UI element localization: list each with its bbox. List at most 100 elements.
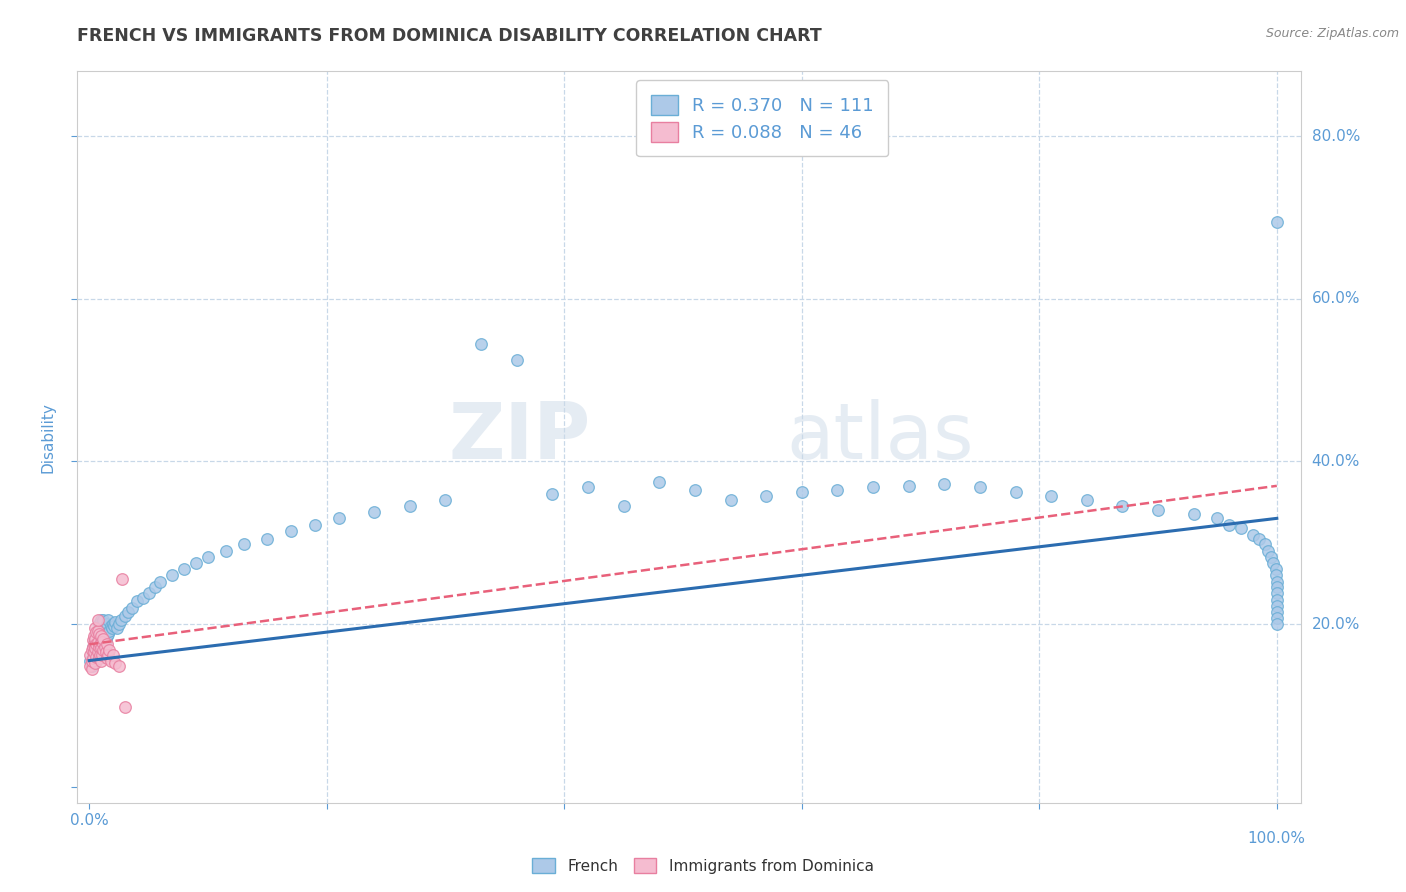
Point (1265, 581, 1288, 595)
Point (93, 637, 115, 651)
Legend: French, Immigrants from Dominica: French, Immigrants from Dominica (526, 852, 880, 880)
Point (121, 600, 143, 615)
Point (862, 480, 884, 494)
Point (84, 621, 107, 635)
Text: Source: ZipAtlas.com: Source: ZipAtlas.com (1265, 27, 1399, 40)
Point (506, 352, 529, 367)
Point (84, 651, 107, 665)
Point (83, 645, 105, 659)
Point (111, 572, 134, 586)
Point (100, 618, 122, 632)
Point (101, 648, 124, 662)
Point (93, 643, 115, 657)
Point (97, 648, 120, 662)
Point (1257, 544, 1279, 558)
Point (90, 624, 112, 638)
Point (363, 505, 385, 519)
Point (470, 336, 492, 351)
Point (96, 617, 118, 632)
Point (87, 651, 110, 665)
Point (82, 651, 104, 665)
Point (90, 613, 112, 627)
Point (1265, 617, 1288, 632)
Point (100, 654, 122, 668)
Point (1230, 521, 1253, 535)
Point (80, 662, 103, 676)
Point (104, 656, 127, 670)
Point (101, 617, 124, 632)
Point (399, 499, 422, 513)
Point (86, 645, 108, 659)
Text: 40.0%: 40.0% (1312, 454, 1360, 469)
Point (173, 562, 195, 576)
Text: 20.0%: 20.0% (1312, 616, 1360, 632)
Point (328, 511, 350, 525)
Point (1265, 592, 1288, 607)
Point (89, 621, 111, 635)
Point (1206, 511, 1229, 525)
Point (83, 637, 105, 651)
Point (86, 637, 108, 651)
Point (86, 625, 108, 640)
Point (114, 699, 136, 714)
Point (83, 635, 105, 649)
Point (108, 659, 131, 673)
Point (790, 485, 813, 500)
Point (1218, 517, 1240, 532)
Point (86, 624, 108, 638)
Point (1040, 489, 1063, 503)
Point (105, 621, 128, 635)
Point (1265, 574, 1288, 589)
Point (110, 613, 132, 627)
Point (87, 640, 110, 654)
Point (197, 550, 219, 565)
Point (1264, 568, 1286, 582)
Point (79, 648, 101, 662)
Point (86, 635, 108, 649)
Point (256, 532, 278, 546)
Point (1147, 503, 1170, 517)
Point (89, 648, 111, 662)
Point (162, 568, 184, 582)
Point (934, 477, 956, 491)
Point (96, 637, 118, 651)
Point (83, 629, 105, 643)
Point (87, 617, 110, 632)
Point (1254, 537, 1277, 551)
Point (90, 637, 112, 651)
Point (93, 640, 115, 654)
Point (280, 524, 302, 538)
Point (90, 641, 112, 656)
Point (82, 640, 104, 654)
Point (97, 613, 120, 627)
Point (184, 556, 207, 570)
Point (82, 640, 104, 654)
Point (87, 651, 110, 665)
Point (1265, 599, 1288, 614)
Point (89, 637, 111, 651)
Point (304, 517, 326, 532)
Point (94, 633, 117, 648)
Text: 60.0%: 60.0% (1312, 292, 1360, 307)
Point (96, 651, 118, 665)
Text: 80.0%: 80.0% (1312, 128, 1360, 144)
Point (125, 594, 148, 608)
Point (1076, 493, 1098, 508)
Point (108, 617, 131, 632)
Text: FRENCH VS IMMIGRANTS FROM DOMINICA DISABILITY CORRELATION CHART: FRENCH VS IMMIGRANTS FROM DOMINICA DISAB… (77, 27, 823, 45)
Point (1265, 605, 1288, 619)
Point (80, 654, 103, 668)
Text: ZIP: ZIP (449, 399, 591, 475)
Point (86, 641, 108, 656)
Point (90, 629, 112, 643)
Point (80, 659, 103, 673)
Point (613, 499, 636, 513)
Point (541, 487, 564, 501)
Point (1111, 499, 1133, 513)
Point (86, 654, 108, 668)
Point (100, 621, 122, 635)
Point (87, 626, 110, 640)
Point (86, 649, 108, 664)
Point (98, 643, 121, 657)
Point (827, 483, 849, 497)
